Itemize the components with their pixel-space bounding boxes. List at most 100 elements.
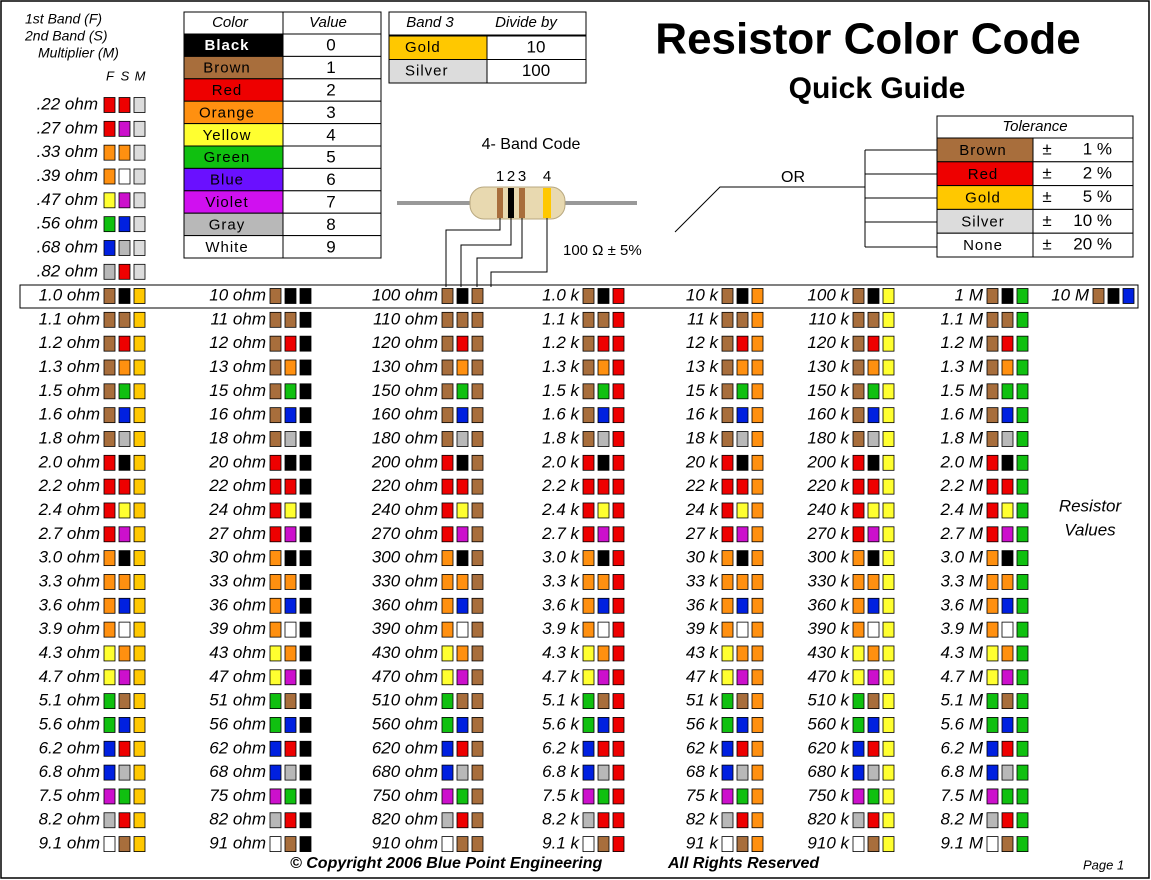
color-band	[882, 454, 895, 471]
resistor-value: 750 ohm	[372, 786, 438, 805]
color-band	[133, 645, 146, 662]
color-band	[882, 383, 895, 400]
color-band	[1001, 812, 1014, 829]
resistor-value: 470 k	[807, 667, 850, 686]
color-band	[471, 621, 484, 638]
color-band	[597, 621, 610, 638]
color-band	[736, 335, 749, 352]
color-band	[597, 740, 610, 757]
resistor-value: 12 k	[686, 333, 720, 352]
color-band	[721, 764, 734, 781]
color-band	[882, 407, 895, 424]
resistor-value: 18 k	[686, 428, 720, 447]
color-band	[1016, 836, 1029, 852]
resistor-value: 1.1 M	[940, 309, 983, 328]
color-band	[471, 788, 484, 805]
color-band	[1016, 478, 1029, 495]
color-band	[284, 454, 297, 471]
side-note: Resistor	[1059, 496, 1123, 515]
color-band	[612, 717, 625, 733]
color-band	[133, 120, 146, 137]
color-band	[736, 478, 749, 495]
table-header: Band 3	[406, 14, 454, 31]
color-band	[133, 812, 146, 829]
color-band	[986, 669, 999, 686]
color-band	[751, 454, 764, 471]
color-band	[441, 764, 454, 781]
resistor-value: 75 k	[686, 786, 720, 805]
color-band	[751, 311, 764, 328]
color-band	[882, 836, 895, 852]
resistor-value: 3.9 ohm	[39, 619, 100, 638]
color-band	[103, 335, 116, 352]
color-band	[118, 621, 131, 638]
color-band	[882, 478, 895, 495]
resistor-value: 10 ohm	[209, 285, 266, 304]
color-band	[736, 836, 749, 852]
color-band	[133, 359, 146, 376]
color-band	[456, 597, 469, 614]
color-band	[133, 740, 146, 757]
color-band	[133, 836, 146, 852]
color-band	[103, 669, 116, 686]
resistor-value: 1.3 ohm	[39, 357, 100, 376]
color-band	[103, 693, 116, 710]
resistor-value: 2.0 k	[541, 452, 580, 471]
color-band	[133, 407, 146, 424]
color-band	[612, 431, 625, 447]
color-band	[852, 502, 865, 519]
color-band	[852, 431, 865, 447]
color-band	[597, 812, 610, 829]
color-band	[582, 645, 595, 662]
color-band	[269, 645, 282, 662]
copyright: © Copyright 2006 Blue Point Engineering	[290, 855, 603, 872]
resistor-value: 4.3 ohm	[39, 643, 100, 662]
color-band	[736, 383, 749, 400]
color-band	[1001, 597, 1014, 614]
color-band	[299, 311, 312, 328]
color-band	[284, 431, 297, 447]
color-band	[867, 836, 880, 852]
color-band	[471, 812, 484, 829]
color-band	[471, 288, 484, 304]
color-band	[882, 717, 895, 733]
color-band	[882, 621, 895, 638]
plus-minus: ±	[1042, 163, 1051, 182]
color-band	[284, 621, 297, 638]
color-band	[867, 740, 880, 757]
resistor-value: 7.5 ohm	[39, 786, 100, 805]
color-band	[118, 120, 131, 137]
resistor-value: 56 ohm	[209, 714, 266, 733]
color-band	[721, 717, 734, 733]
color-band	[118, 359, 131, 376]
color-band	[103, 216, 116, 233]
resistor-value: 3.6 k	[542, 595, 580, 614]
color-band	[133, 288, 146, 304]
color-band	[299, 383, 312, 400]
color-value: 6	[326, 170, 335, 189]
tolerance-value: 1 %	[1083, 139, 1112, 158]
color-band	[284, 788, 297, 805]
color-band	[736, 311, 749, 328]
color-band	[133, 311, 146, 328]
color-band	[736, 431, 749, 447]
color-band	[133, 550, 146, 567]
color-value: 9	[326, 237, 335, 256]
color-band	[721, 335, 734, 352]
color-band	[441, 359, 454, 376]
color-band	[582, 407, 595, 424]
color-band	[721, 836, 734, 852]
color-band	[118, 717, 131, 733]
color-band	[133, 263, 146, 280]
color-band	[118, 836, 131, 852]
resistor-value: 13 k	[686, 357, 720, 376]
color-band	[284, 717, 297, 733]
color-band	[118, 812, 131, 829]
color-band	[986, 526, 999, 543]
color-band	[582, 431, 595, 447]
resistor-value: 910 ohm	[372, 834, 438, 853]
color-band	[441, 502, 454, 519]
resistor-value: 680 ohm	[372, 762, 438, 781]
color-band	[118, 764, 131, 781]
color-band	[882, 550, 895, 567]
